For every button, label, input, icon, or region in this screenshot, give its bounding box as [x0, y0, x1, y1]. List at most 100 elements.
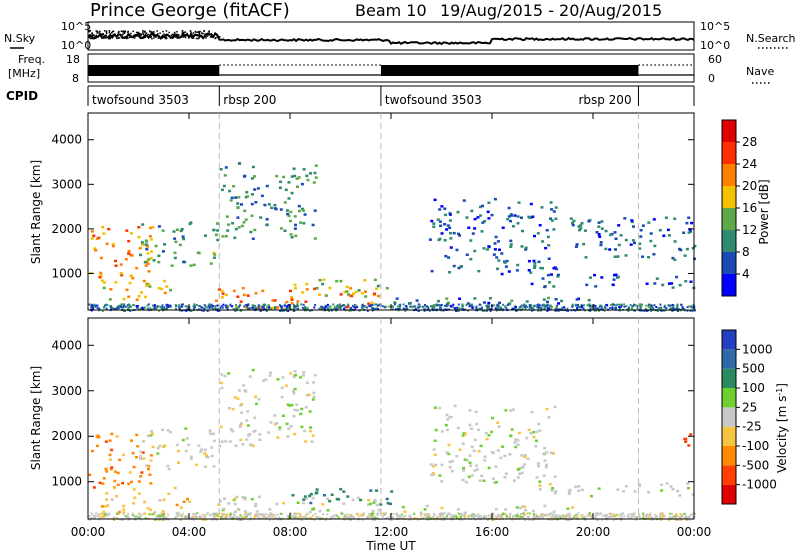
data-cell: [526, 306, 529, 309]
data-cell: [283, 303, 286, 306]
data-cell: [202, 309, 205, 312]
data-cell: [152, 307, 155, 310]
data-cell: [236, 507, 240, 511]
data-cell: [512, 514, 514, 517]
data-cell: [362, 512, 365, 515]
data-cell: [104, 505, 108, 508]
nsearch-point: [112, 35, 114, 37]
data-cell: [248, 443, 252, 446]
data-cell: [689, 230, 693, 233]
data-cell: [259, 216, 263, 219]
data-cell: [425, 504, 429, 508]
data-cell: [599, 513, 602, 516]
data-cell: [369, 512, 372, 515]
data-cell: [693, 308, 696, 311]
data-cell: [512, 479, 516, 482]
nsearch-point: [95, 34, 98, 37]
data-cell: [496, 267, 499, 271]
data-cell: [671, 515, 674, 518]
data-cell: [639, 308, 642, 311]
data-cell: [684, 280, 688, 283]
nsearch-point: [209, 36, 212, 38]
data-cell: [279, 309, 282, 312]
data-cell: [444, 213, 448, 217]
data-cell: [141, 451, 145, 454]
data-cell: [253, 175, 256, 178]
data-cell: [322, 513, 325, 516]
data-cell: [494, 480, 498, 484]
data-cell: [244, 513, 247, 516]
data-cell: [468, 305, 471, 308]
data-cell: [287, 309, 290, 312]
data-cell: [430, 269, 434, 273]
data-cell: [273, 306, 276, 309]
data-cell: [693, 244, 697, 248]
data-cell: [282, 501, 285, 505]
data-cell: [201, 306, 204, 309]
data-cell: [278, 428, 282, 431]
data-cell: [497, 513, 500, 516]
data-cell: [263, 203, 267, 207]
nsearch-point: [125, 36, 127, 39]
data-cell: [645, 513, 648, 516]
data-cell: [571, 303, 574, 306]
cpid-label: CPID: [6, 89, 38, 103]
data-cell: [241, 518, 244, 521]
nsearch-point: [130, 35, 132, 37]
data-cell: [309, 492, 313, 496]
nsearch-point: [117, 32, 120, 34]
data-cell: [553, 475, 557, 478]
data-cell: [623, 217, 627, 220]
data-cell: [372, 512, 375, 515]
data-cell: [349, 287, 353, 290]
data-cell: [109, 305, 112, 308]
data-cell: [246, 304, 249, 307]
data-cell: [148, 235, 152, 238]
data-cell: [673, 240, 677, 243]
data-cell: [293, 283, 297, 287]
data-cell: [577, 225, 581, 228]
nsearch-point: [121, 34, 124, 36]
nsearch-point: [162, 36, 164, 38]
data-cell: [539, 266, 543, 270]
data-cell: [147, 282, 151, 286]
data-cell: [208, 305, 211, 308]
data-cell: [514, 438, 518, 441]
data-cell: [642, 512, 645, 515]
data-cell: [436, 304, 439, 307]
data-cell: [350, 514, 353, 516]
data-cell: [620, 303, 623, 306]
data-cell: [347, 303, 350, 306]
data-cell: [283, 307, 286, 310]
data-cell: [616, 303, 619, 306]
data-cell: [474, 464, 478, 467]
data-cell: [89, 303, 92, 306]
data-cell: [249, 307, 252, 310]
data-cell: [614, 273, 618, 276]
data-cell: [222, 303, 225, 306]
data-cell: [561, 306, 564, 309]
data-cell: [458, 448, 462, 451]
data-cell: [137, 304, 140, 307]
data-cell: [280, 306, 283, 309]
nsearch-point: [165, 34, 167, 36]
data-cell: [163, 291, 167, 295]
data-cell: [446, 418, 450, 421]
nsearch-point: [155, 36, 157, 38]
data-cell: [547, 416, 551, 419]
data-cell: [117, 306, 119, 309]
data-cell: [224, 305, 227, 308]
data-cell: [246, 424, 250, 427]
data-cell: [108, 298, 112, 301]
data-cell: [195, 303, 198, 306]
data-cell: [521, 505, 525, 508]
data-cell: [133, 516, 136, 519]
data-cell: [438, 237, 442, 241]
nsearch-point: [127, 37, 129, 39]
data-cell: [483, 459, 487, 462]
nsearch-point: [176, 37, 179, 39]
data-cell: [118, 458, 122, 462]
y-tick-label: 2000: [51, 222, 82, 236]
nsearch-point: [201, 32, 203, 34]
data-cell: [213, 308, 216, 311]
